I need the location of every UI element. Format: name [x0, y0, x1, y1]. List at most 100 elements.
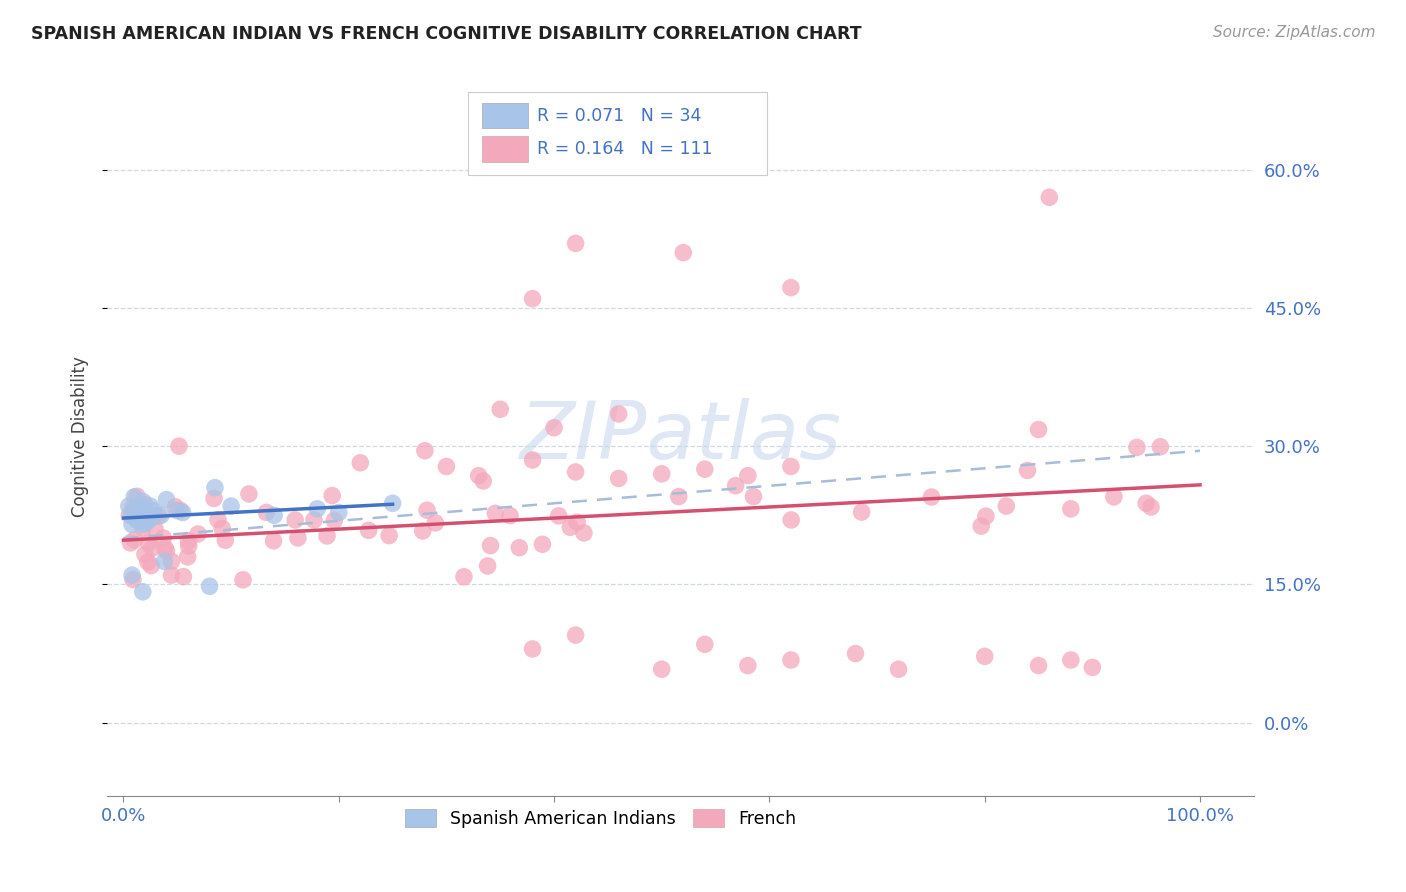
Text: SPANISH AMERICAN INDIAN VS FRENCH COGNITIVE DISABILITY CORRELATION CHART: SPANISH AMERICAN INDIAN VS FRENCH COGNIT… [31, 25, 862, 43]
Point [724, 478, 747, 492]
Point [489, 402, 512, 417]
Point [128, 511, 150, 525]
Point [607, 471, 630, 485]
Point [780, 459, 803, 474]
Point [564, 465, 586, 479]
Point [136, 515, 159, 529]
Point [742, 490, 765, 504]
Point [973, 649, 995, 664]
Text: Source: ZipAtlas.com: Source: ZipAtlas.com [1212, 25, 1375, 40]
Point [121, 517, 143, 532]
Point [134, 498, 156, 512]
Point [211, 521, 233, 535]
Point [141, 558, 163, 573]
Point [122, 490, 145, 504]
Point [143, 522, 166, 536]
Text: R = 0.071   N = 34: R = 0.071 N = 34 [537, 106, 702, 125]
Point [141, 511, 163, 525]
Point [522, 642, 544, 657]
Text: ZIPatlas: ZIPatlas [519, 398, 842, 476]
Point [122, 573, 145, 587]
Point [136, 555, 159, 569]
Point [122, 508, 145, 523]
Point [378, 528, 401, 542]
Point [214, 533, 236, 548]
Point [780, 513, 803, 527]
Point [120, 536, 142, 550]
Point [187, 527, 209, 541]
Point [287, 531, 309, 545]
Point [128, 499, 150, 513]
Point [307, 501, 329, 516]
Point [169, 503, 191, 517]
Point [1028, 423, 1050, 437]
FancyBboxPatch shape [482, 136, 529, 161]
Point [1017, 463, 1039, 477]
Point [302, 513, 325, 527]
Point [349, 456, 371, 470]
Point [508, 541, 530, 555]
Point [202, 491, 225, 506]
Point [1081, 660, 1104, 674]
Point [176, 549, 198, 564]
Point [1140, 500, 1163, 514]
Point [263, 508, 285, 523]
Point [693, 462, 716, 476]
Point [565, 515, 588, 529]
Point [152, 531, 174, 545]
Point [672, 245, 695, 260]
Point [143, 508, 166, 523]
Point [844, 647, 866, 661]
Point [132, 584, 155, 599]
Point [321, 489, 343, 503]
Point [1060, 653, 1083, 667]
FancyBboxPatch shape [468, 92, 766, 175]
Point [134, 501, 156, 516]
Point [780, 653, 803, 667]
Point [1135, 496, 1157, 510]
Point [522, 292, 544, 306]
Point [138, 535, 160, 549]
Y-axis label: Cognitive Disability: Cognitive Disability [72, 357, 89, 517]
Point [232, 573, 254, 587]
Point [737, 658, 759, 673]
Point [1102, 490, 1125, 504]
Point [118, 508, 141, 522]
Point [737, 468, 759, 483]
Point [122, 504, 145, 518]
Point [121, 568, 143, 582]
Point [165, 500, 187, 514]
Point [416, 503, 439, 517]
Point [284, 513, 307, 527]
Point [198, 579, 221, 593]
Point [693, 637, 716, 651]
Point [254, 505, 277, 519]
Point [531, 537, 554, 551]
Point [148, 508, 170, 523]
Point [204, 481, 226, 495]
Point [381, 496, 404, 510]
FancyBboxPatch shape [482, 103, 529, 128]
Point [132, 494, 155, 508]
Point [125, 489, 148, 503]
Point [323, 513, 346, 527]
Point [160, 568, 183, 582]
Point [1149, 440, 1171, 454]
Point [136, 508, 159, 523]
Point [974, 509, 997, 524]
Point [425, 516, 447, 530]
Point [651, 662, 673, 676]
Point [155, 492, 177, 507]
Point [122, 500, 145, 515]
Point [328, 506, 350, 520]
Point [131, 508, 153, 523]
Point [484, 506, 506, 520]
Point [780, 280, 803, 294]
Point [177, 539, 200, 553]
Point [155, 544, 177, 558]
Point [887, 662, 910, 676]
Point [970, 519, 993, 533]
Point [172, 506, 194, 520]
Point [560, 520, 582, 534]
Point [479, 539, 502, 553]
